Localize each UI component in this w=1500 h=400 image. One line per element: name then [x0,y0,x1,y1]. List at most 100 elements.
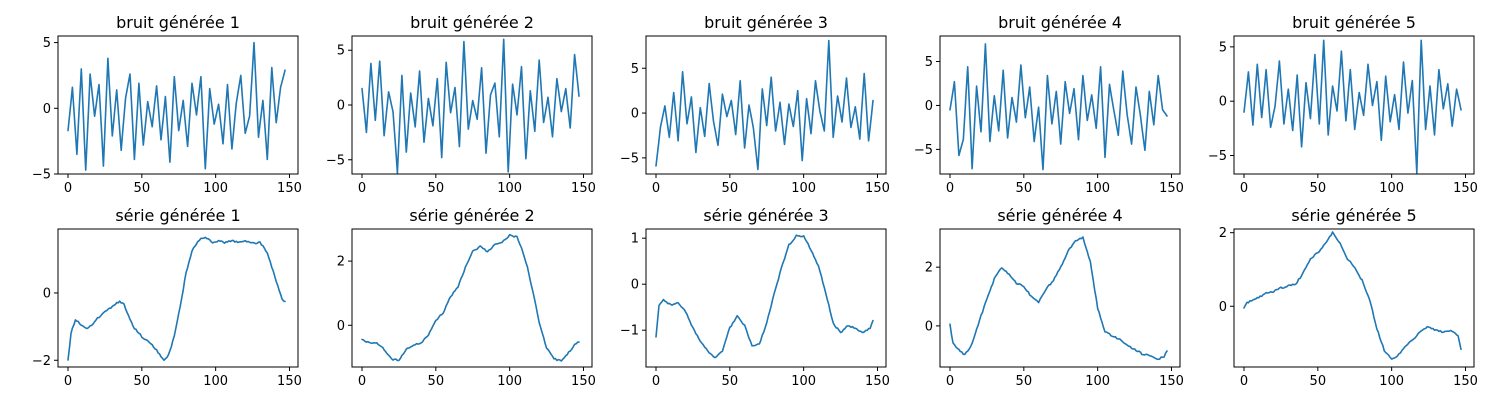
subplot-title: bruit générée 2 [410,13,534,32]
y-tick-label: 0 [631,107,639,122]
y-tick-label: 0 [925,99,933,114]
x-tick-label: 150 [571,181,596,196]
x-tick-label: 50 [134,181,151,196]
y-tick-label: 2 [925,261,933,276]
y-tick-label: 2 [337,255,345,270]
x-tick-label: 0 [1240,374,1248,389]
series-line [655,39,874,171]
subplot-6: série générée 1 0 50 100 150 −2 0 [32,206,302,389]
series-line [67,41,286,171]
plot-frame [57,35,299,175]
x-tick-label: 150 [1453,181,1478,196]
y-tick-label: 2 [1219,226,1227,241]
subplot-4: bruit générée 4 0 50 100 150 −5 0 5 [914,13,1184,196]
x-tick-label: 50 [1016,374,1033,389]
subplot-title: série générée 4 [997,206,1122,225]
y-tick-label: 0 [1219,95,1227,110]
subplot-title: série générée 3 [703,206,828,225]
y-tick-label: −1 [620,324,639,339]
subplot-title: série générée 2 [409,206,534,225]
x-tick-label: 100 [1379,181,1404,196]
y-tick-label: 0 [631,278,639,293]
x-tick-label: 100 [791,374,816,389]
x-tick-label: 50 [722,374,739,389]
x-tick-label: 0 [64,181,72,196]
series-line [949,236,1168,361]
x-tick-label: 50 [1016,181,1033,196]
subplot-3: bruit générée 3 0 50 100 150 −5 0 5 [620,13,890,196]
series-line [655,234,874,359]
x-tick-label: 50 [134,374,151,389]
y-tick-label: 0 [925,319,933,334]
subplot-title: bruit générée 5 [1292,13,1416,32]
x-tick-label: 100 [497,374,522,389]
x-tick-label: 0 [652,181,660,196]
subplot-9: série générée 4 0 50 100 150 0 2 [925,206,1184,389]
y-tick-label: 0 [337,319,345,334]
x-tick-label: 150 [277,181,302,196]
plot-frame [645,228,887,368]
x-tick-label: 50 [722,181,739,196]
x-tick-label: 150 [865,374,890,389]
x-tick-label: 50 [1310,181,1327,196]
x-tick-label: 100 [791,181,816,196]
x-tick-label: 150 [865,181,890,196]
subplot-title: bruit générée 1 [116,13,240,32]
x-tick-label: 0 [358,181,366,196]
x-tick-label: 100 [1379,374,1404,389]
y-tick-label: −5 [32,168,51,183]
y-tick-label: −5 [326,153,345,168]
y-tick-label: −5 [1208,149,1227,164]
x-tick-label: 100 [203,374,228,389]
subplot-title: bruit générée 4 [998,13,1122,32]
plot-frame [1233,228,1475,368]
y-tick-label: 5 [1219,40,1227,55]
subplot-7: série générée 2 0 50 100 150 0 2 [337,206,596,389]
plot-frame [351,228,593,368]
series-line [1243,231,1462,360]
x-tick-label: 150 [1159,181,1184,196]
series-line [1243,39,1462,174]
x-tick-label: 0 [946,374,954,389]
series-line [949,43,1168,171]
y-tick-label: 0 [337,99,345,114]
x-tick-label: 100 [497,181,522,196]
y-tick-label: 5 [43,36,51,51]
plot-frame [57,228,299,368]
x-tick-label: 0 [64,374,72,389]
plot-frame [939,228,1181,368]
x-tick-label: 100 [203,181,228,196]
subplot-title: bruit générée 3 [704,13,828,32]
x-tick-label: 150 [571,374,596,389]
series-line [361,233,580,362]
x-tick-label: 0 [652,374,660,389]
plot-frame [645,35,887,175]
x-tick-label: 50 [1310,374,1327,389]
subplot-8: série générée 3 0 50 100 150 −1 0 1 [620,206,890,389]
y-tick-label: 5 [337,44,345,59]
subplot-10: série générée 5 0 50 100 150 0 2 [1219,206,1478,389]
x-tick-label: 100 [1085,374,1110,389]
y-tick-label: 0 [43,102,51,117]
x-tick-label: 50 [428,374,445,389]
series-line [361,38,580,174]
y-tick-label: 1 [631,232,639,247]
x-tick-label: 50 [428,181,445,196]
y-tick-label: 5 [925,55,933,70]
x-tick-label: 0 [358,374,366,389]
y-tick-label: 0 [1219,300,1227,315]
x-tick-label: 150 [1159,374,1184,389]
y-tick-label: 0 [43,286,51,301]
y-tick-label: 5 [631,62,639,77]
y-tick-label: −5 [914,143,933,158]
subplot-5: bruit générée 5 0 50 100 150 −5 0 5 [1208,13,1478,196]
y-tick-label: −5 [620,151,639,166]
y-tick-label: −2 [32,354,51,369]
subplot-title: série générée 5 [1291,206,1416,225]
x-tick-label: 0 [946,181,954,196]
x-tick-label: 0 [1240,181,1248,196]
x-tick-label: 150 [277,374,302,389]
x-tick-label: 150 [1453,374,1478,389]
plot-frame [1233,35,1475,175]
